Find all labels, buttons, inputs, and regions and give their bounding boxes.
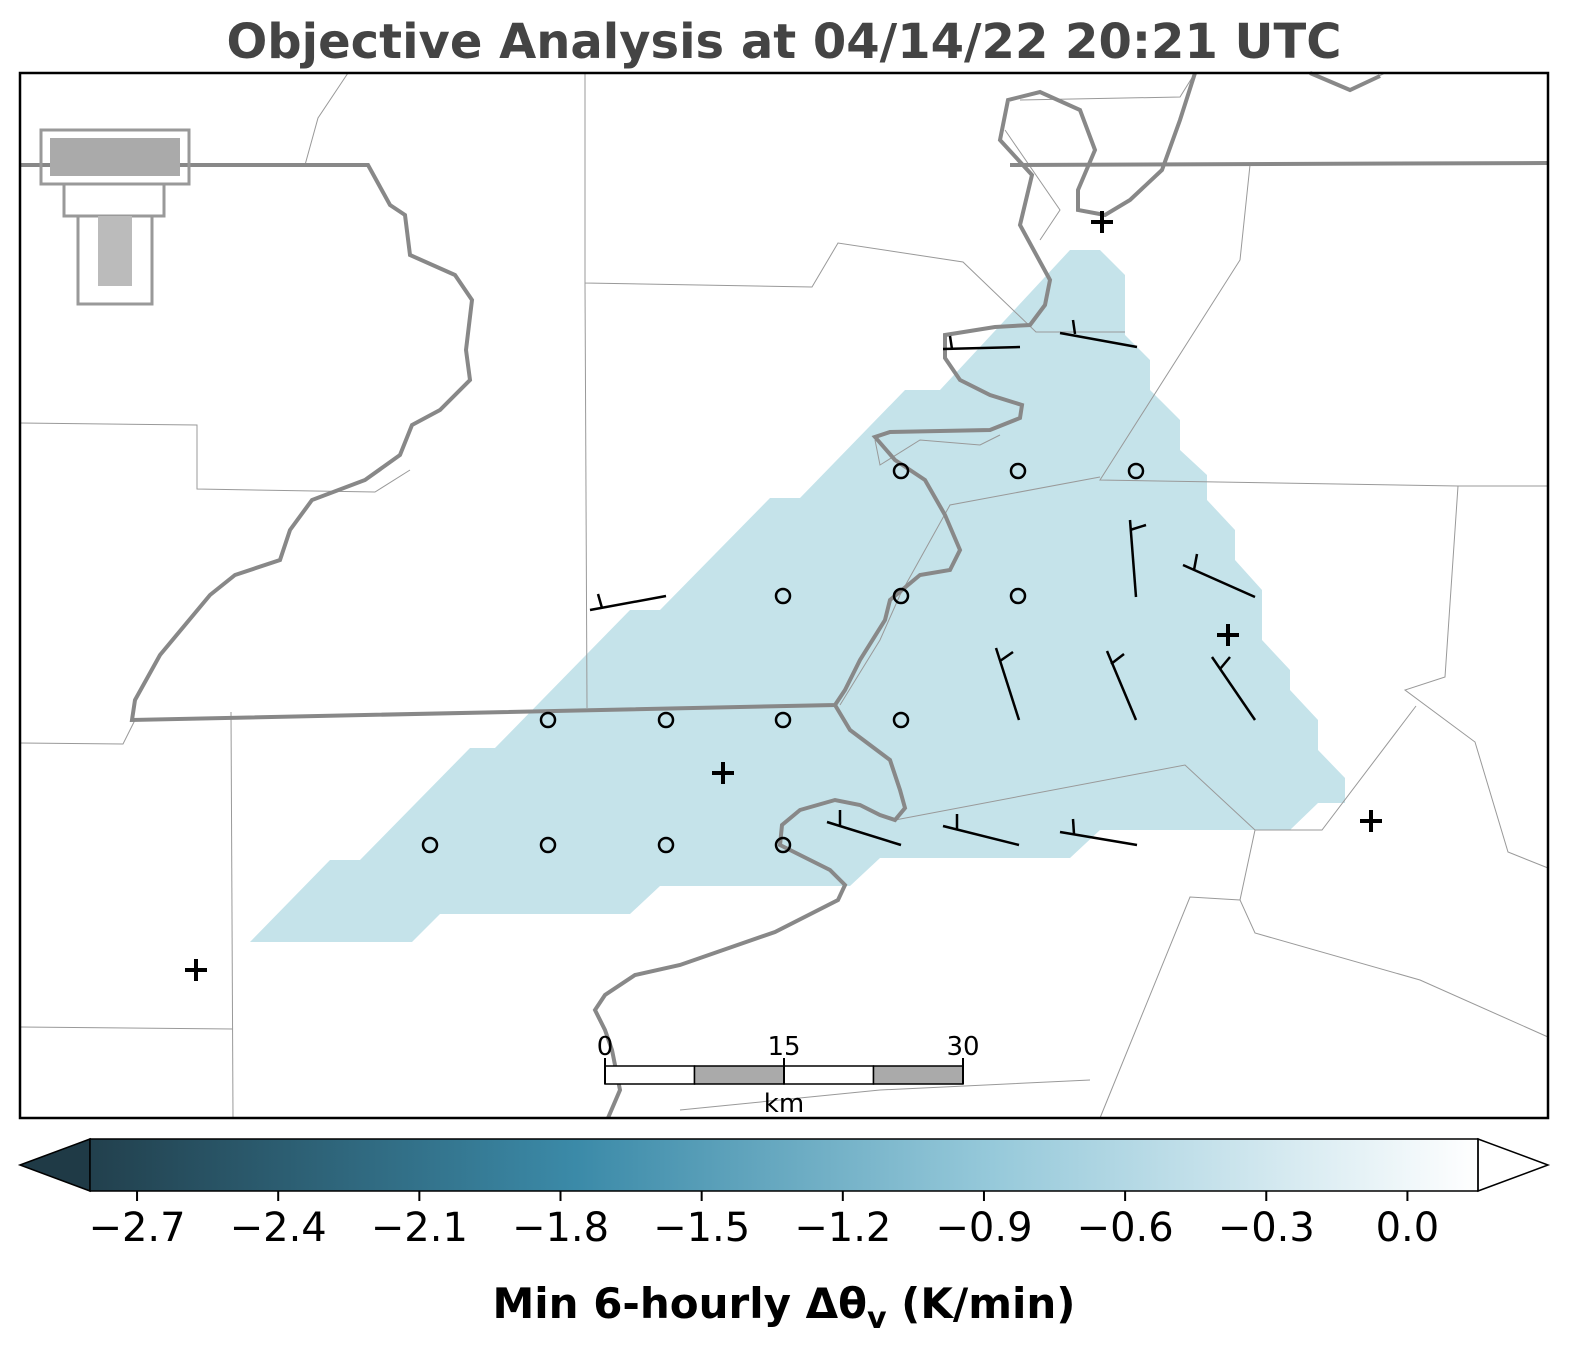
map-circle xyxy=(1009,462,1027,480)
map-circle xyxy=(657,711,675,729)
map-path xyxy=(874,434,1001,466)
map-circle xyxy=(1009,587,1027,605)
map-line xyxy=(826,820,902,847)
map-path xyxy=(1009,161,1549,167)
scale-bar: 0 15 30 km xyxy=(597,1032,980,1119)
plus-markers xyxy=(185,211,1382,981)
map-path xyxy=(839,476,1101,706)
colorbar-tick-label: −1.2 xyxy=(794,1205,891,1251)
colorbar-tick-label: −2.1 xyxy=(371,1205,468,1251)
map-path xyxy=(679,1079,1091,1111)
map-line xyxy=(999,650,1014,663)
map-line xyxy=(1071,319,1077,335)
colorbar-tick-label: −0.6 xyxy=(1077,1205,1174,1251)
map-path xyxy=(894,764,1256,831)
scale-segment xyxy=(604,1065,696,1085)
scale-unit: km xyxy=(764,1089,804,1119)
map-circle xyxy=(774,711,792,729)
map-rect xyxy=(98,216,132,286)
colorbar-tick-label: −0.9 xyxy=(935,1205,1032,1251)
map-line xyxy=(596,593,604,609)
map-line xyxy=(1210,656,1257,721)
map-frame xyxy=(18,71,1550,1120)
wind-barbs xyxy=(589,319,1257,847)
map-path xyxy=(1099,164,1548,487)
map-circle xyxy=(892,587,910,605)
scale-segment xyxy=(872,1065,964,1085)
stations xyxy=(185,211,1382,981)
map-line xyxy=(1110,653,1125,665)
map-path xyxy=(230,711,234,1119)
map-line xyxy=(942,824,1020,847)
map-rect xyxy=(50,138,180,176)
map-path xyxy=(592,703,908,1119)
colorbar-body xyxy=(90,1139,1478,1191)
label-text: Min 6-hourly Δθ xyxy=(492,1279,867,1328)
map xyxy=(18,71,1550,1120)
scale-tick-label: 0 xyxy=(597,1032,614,1062)
colorbar-tick-label: −0.3 xyxy=(1218,1205,1315,1251)
map-line xyxy=(1128,519,1138,598)
map-circle xyxy=(539,836,557,854)
map-circle xyxy=(657,836,675,854)
analysis-field xyxy=(250,250,1345,942)
map-circle xyxy=(892,462,910,480)
scale-segment xyxy=(693,1065,785,1085)
map-circle xyxy=(774,836,792,854)
colorbar-tick-label: 0.0 xyxy=(1376,1205,1440,1251)
label-suffix: (K/min) xyxy=(887,1279,1076,1328)
county-lines xyxy=(19,72,1549,1119)
map-line xyxy=(948,335,954,350)
map-path xyxy=(1099,896,1241,1119)
state-lines xyxy=(20,71,1549,1119)
map-path xyxy=(304,72,349,166)
colorbar: −2.7 −2.4 −2.1 −1.8 −1.5 −1.2 −0.9 −0.6 −0.3 0.0 xyxy=(17,1137,1551,1251)
scale-segment xyxy=(783,1065,875,1085)
colorbar-tick-label: −2.7 xyxy=(88,1205,185,1251)
map-circle xyxy=(539,711,557,729)
map-path xyxy=(1403,485,1549,869)
station-markers xyxy=(421,462,1145,854)
colorbar-label: Min 6-hourly Δθv (K/min) xyxy=(492,1279,1075,1336)
colorbar-tick-label: −2.4 xyxy=(230,1205,327,1251)
map-path xyxy=(19,422,411,493)
map-path xyxy=(19,1026,234,1030)
map-line xyxy=(1192,553,1199,571)
map-line xyxy=(1071,818,1076,835)
colorbar-frame xyxy=(89,1138,1479,1192)
logo xyxy=(39,128,191,306)
colorbar-extend-min xyxy=(17,1137,91,1193)
map-path xyxy=(1004,129,1061,241)
map-path xyxy=(19,719,136,745)
map-line xyxy=(1219,656,1231,670)
map-line xyxy=(1129,523,1147,532)
map-line xyxy=(942,345,1021,351)
map-path xyxy=(584,282,588,709)
scale-tick-label: 15 xyxy=(767,1032,800,1062)
label-subscript: v xyxy=(867,1301,887,1336)
map-line xyxy=(1059,830,1138,847)
map-circle xyxy=(892,711,910,729)
map-circle xyxy=(421,836,439,854)
colorbar-extend-max xyxy=(1477,1137,1551,1193)
map-line xyxy=(1059,331,1138,349)
map-path xyxy=(20,72,1197,723)
title: Objective Analysis at 04/14/22 20:21 UTC xyxy=(227,14,1342,70)
map-path xyxy=(1019,72,1196,101)
map-circle xyxy=(774,587,792,605)
colorbar-tick-label: −1.8 xyxy=(512,1205,609,1251)
colorbar-tick-label: −1.5 xyxy=(653,1205,750,1251)
scale-tick-label: 30 xyxy=(946,1032,979,1062)
map-path xyxy=(1309,71,1381,93)
map-line xyxy=(1182,563,1256,599)
map-circle xyxy=(1127,462,1145,480)
